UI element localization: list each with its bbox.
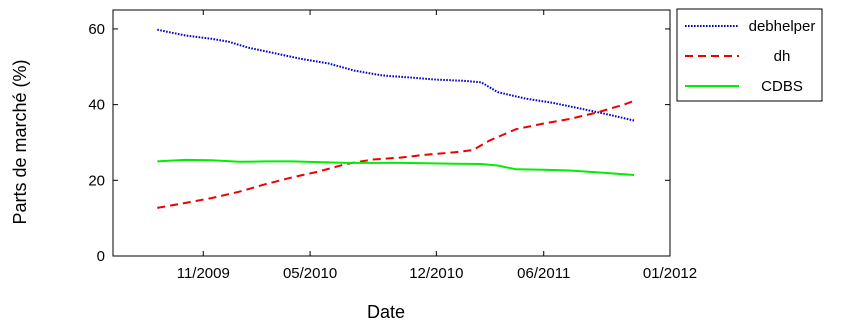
x-tick-label: 05/2010	[283, 265, 337, 282]
legend-label-cdbs: CDBS	[761, 78, 803, 95]
legend-label-debhelper: debhelper	[749, 18, 816, 35]
y-axis-label: Parts de marché (%)	[10, 59, 30, 224]
x-axis-label: Date	[367, 302, 405, 321]
y-tick-label: 0	[97, 248, 105, 265]
y-tick-label: 20	[88, 172, 105, 189]
x-tick-label: 01/2012	[643, 265, 697, 282]
legend-label-dh: dh	[774, 48, 791, 65]
x-tick-label: 12/2010	[409, 265, 463, 282]
plot-area	[112, 9, 671, 257]
x-tick-label: 11/2009	[177, 265, 230, 282]
legend: debhelper dh CDBS	[676, 8, 823, 102]
series-line-debhelper	[157, 28, 635, 122]
y-tick-label: 40	[88, 97, 105, 114]
x-axis: 11/2009 05/2010 12/2010 06/2011 01/2012	[177, 10, 697, 282]
series-lines	[157, 28, 635, 209]
series-line-cdbs	[157, 158, 635, 176]
x-tick-label: 06/2011	[517, 265, 570, 282]
plot-frame	[112, 9, 671, 257]
series-line-dh	[157, 99, 635, 209]
y-tick-label: 60	[88, 21, 105, 38]
y-axis: 0 20 40 60	[88, 21, 670, 265]
